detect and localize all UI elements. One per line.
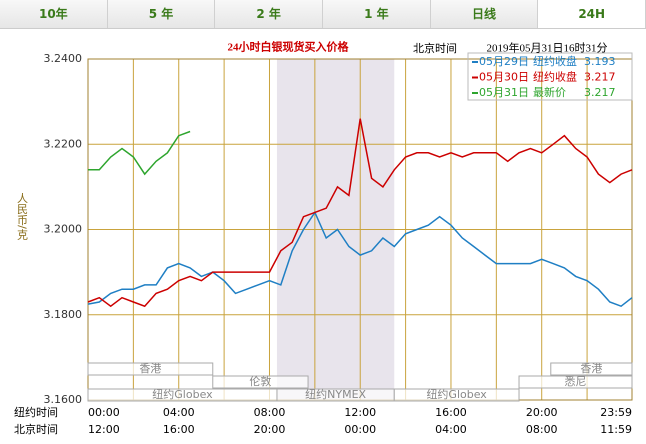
tab[interactable]: 1 年 [323,0,431,28]
legend-name: 05月30日 [479,71,529,84]
session-label: 纽约Globex [426,387,487,401]
y-axis-label: 人民币/克 [16,192,29,240]
legend-value: 3.193 [584,55,616,68]
x-tick-label: 11:59 [600,423,632,436]
session-bar [87,362,214,376]
x-tick-label: 08:00 [254,406,286,419]
timestamp: 2019年05月31日16时31分 [487,41,608,55]
x-tick-label: 20:00 [526,406,558,419]
x-tick-label: 12:00 [88,423,120,436]
session-label: 香港 [580,362,602,375]
session-label: 纽约NYMEX [305,387,366,401]
x-tick-label: 23:59 [600,406,632,419]
x-tick-label: 16:00 [435,406,467,419]
session-label: 悉尼 [565,375,587,388]
session-label: 纽约Globex [152,387,213,401]
price-line [87,118,633,308]
legend-box [467,52,633,101]
legend-name: 05月29日 [479,55,529,68]
tab[interactable]: 24H [538,0,646,28]
x-tick-label: 00:00 [88,406,120,419]
y-tick-label: 3.1600 [44,393,83,406]
tab[interactable]: 日线 [430,0,539,28]
x-tick-label: 20:00 [254,423,286,436]
legend-value: 3.217 [584,71,616,84]
x-tick-label: 00:00 [344,423,376,436]
legend-name: 05月31日 [479,86,529,99]
x-tick-label: 12:00 [344,406,376,419]
session-bar [393,388,520,402]
tab[interactable]: 10年 [0,0,108,28]
y-tick-label: 3.2000 [44,223,83,236]
y-tick-label: 3.2400 [44,52,83,65]
legend-label: 最新价 [533,85,566,99]
session-label: 伦敦 [249,374,271,388]
chart-title: 24小时白银现货买入价格 [228,40,350,54]
legend-value: 3.217 [584,86,616,99]
x-tick-label: 16:00 [163,423,195,436]
y-tick-label: 3.1800 [44,308,83,321]
session-bar [212,375,309,389]
x-tick-label: 04:00 [435,423,467,436]
time-label: 北京时间 [413,41,457,55]
tab[interactable]: 5 年 [107,0,216,28]
session-label: 香港 [139,362,161,375]
tab[interactable]: 2 年 [215,0,324,28]
legend-label: 纽约收盘 [533,70,577,84]
price-line [88,130,191,176]
x-tick-label: 04:00 [163,406,195,419]
legend-label: 纽约收盘 [533,54,577,68]
session-bar [550,362,633,376]
y-tick-label: 3.2200 [44,137,83,150]
x-row-label: 纽约时间 [14,405,58,419]
x-tick-label: 08:00 [526,423,558,436]
session-bar [518,375,633,389]
price-line [87,210,633,308]
x-row-label: 北京时间 [14,422,58,436]
